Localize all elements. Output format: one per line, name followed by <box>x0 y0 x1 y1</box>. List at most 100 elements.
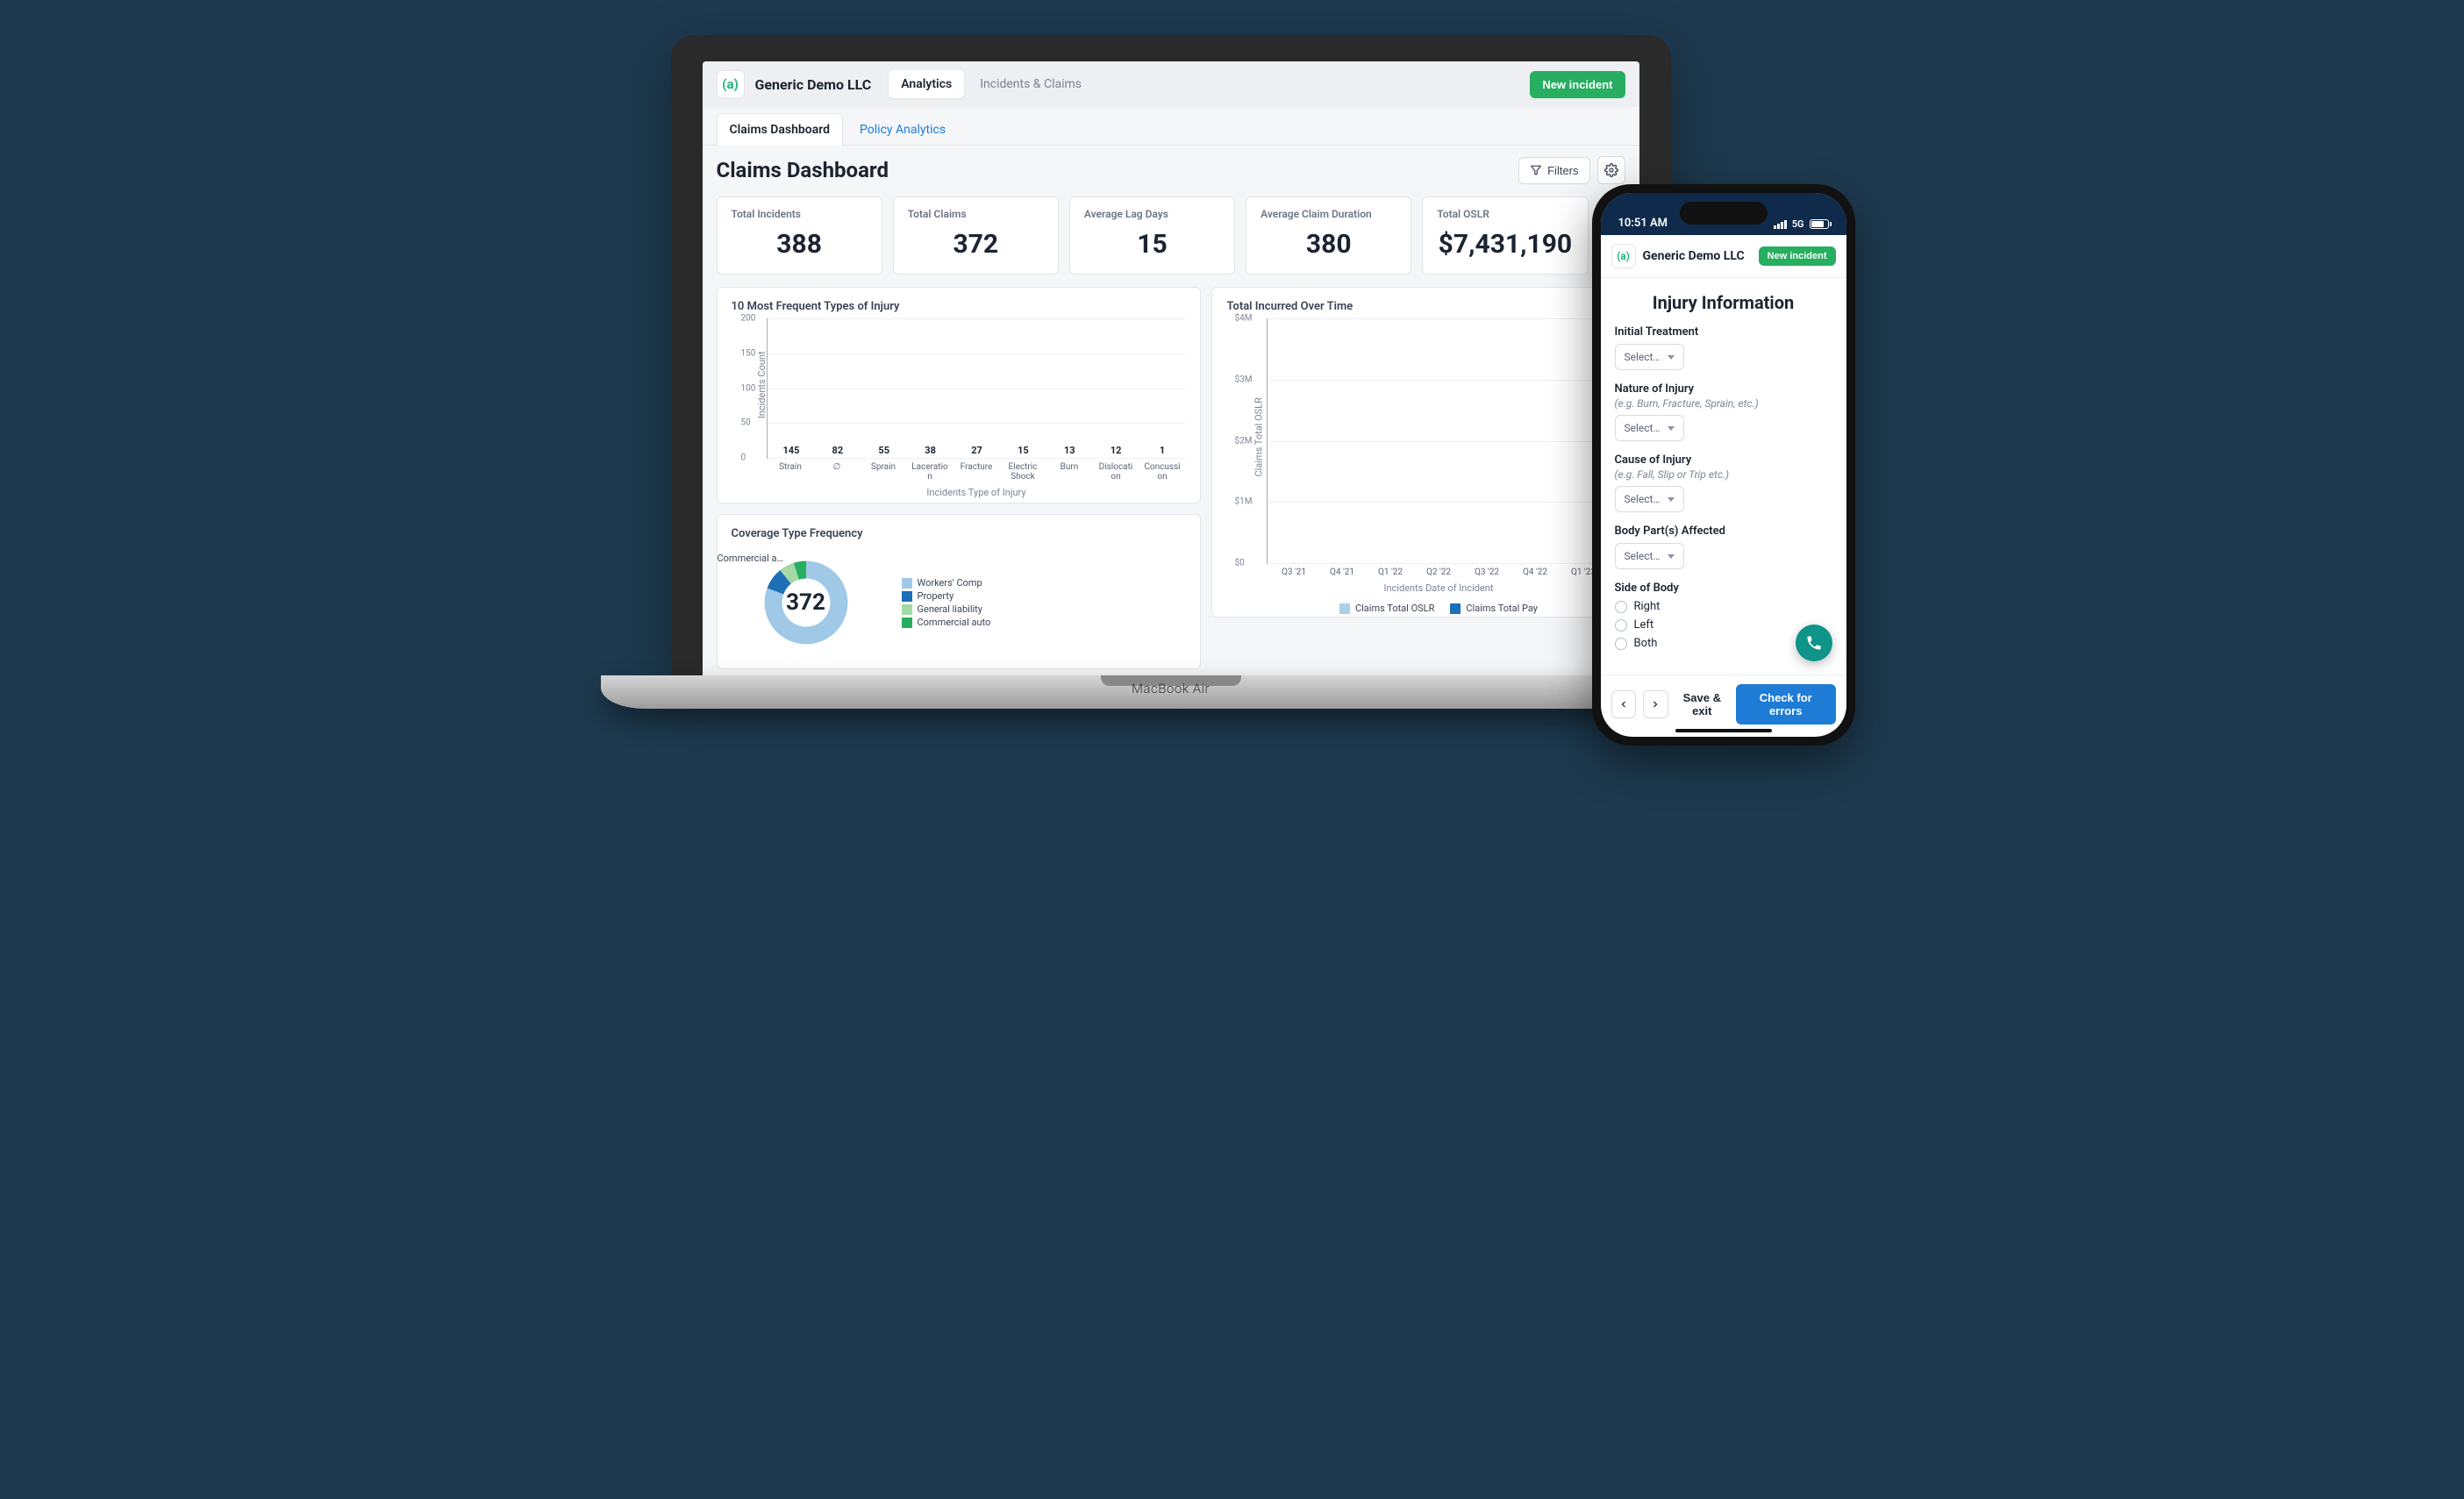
laptop-brand-label: MacBook Air <box>601 681 1741 696</box>
tab-incidents-claims[interactable]: Incidents & Claims <box>968 70 1094 98</box>
coverage-callout: Commercial a… <box>718 553 783 564</box>
y-tick: 100 <box>741 383 756 393</box>
x-label: Strain <box>772 462 810 482</box>
field-label: Body Part(s) Affected <box>1615 525 1832 538</box>
bar-value: 38 <box>925 445 936 456</box>
incurred-chart-title: Total Incurred Over Time <box>1226 300 1610 313</box>
x-label: Sprain <box>865 462 903 482</box>
coverage-chart-title: Coverage Type Frequency <box>732 527 1187 540</box>
radio-option[interactable]: Left <box>1615 618 1832 632</box>
legend-item: General liability <box>902 603 991 615</box>
app-logo: (a) <box>717 70 745 98</box>
legend-item: Commercial auto <box>902 617 991 628</box>
app-topbar: (a) Generic Demo LLC Analytics Incidents… <box>703 61 1639 107</box>
side-of-body-label: Side of Body <box>1615 582 1832 595</box>
legend-swatch <box>902 617 912 628</box>
call-fab[interactable] <box>1796 625 1832 661</box>
new-incident-button[interactable]: New incident <box>1530 71 1625 98</box>
check-errors-button[interactable]: Check for errors <box>1736 684 1836 725</box>
kpi-value: 388 <box>732 229 868 260</box>
subtab-claims-dashboard[interactable]: Claims Dashboard <box>717 113 844 146</box>
kpi-label: Average Claim Duration <box>1261 208 1396 220</box>
injury-y-axis-label: Incidents Count <box>755 351 767 418</box>
select-input[interactable]: Select… <box>1615 415 1684 441</box>
app-logo: (a) <box>1611 244 1636 268</box>
bar-value: 145 <box>782 445 799 456</box>
form-field: Nature of Injury(e.g. Burn, Fracture, Sp… <box>1615 382 1832 441</box>
chevron-down-icon <box>1668 497 1675 502</box>
radio-label: Right <box>1634 600 1661 613</box>
tab-analytics[interactable]: Analytics <box>889 70 964 98</box>
select-input[interactable]: Select… <box>1615 344 1684 370</box>
field-label: Cause of Injury <box>1615 453 1832 467</box>
legend-label: Commercial auto <box>918 617 991 628</box>
bar-value: 15 <box>1018 445 1029 456</box>
home-indicator <box>1675 729 1772 732</box>
settings-button[interactable] <box>1597 156 1625 184</box>
bar-value: 13 <box>1064 445 1075 456</box>
kpi-row: Total Incidents388Total Claims372Average… <box>717 196 1625 275</box>
org-name: Generic Demo LLC <box>755 76 872 93</box>
legend-label: General liability <box>918 603 982 615</box>
next-button[interactable] <box>1643 690 1668 718</box>
bar-col: 145 <box>773 445 811 458</box>
x-label: Fracture <box>958 462 996 482</box>
bar-col: 27 <box>958 445 996 458</box>
gear-icon <box>1604 163 1618 177</box>
phone-icon <box>1805 634 1823 652</box>
form-field: Cause of Injury(e.g. Fall, Slip or Trip … <box>1615 453 1832 512</box>
injury-bar-chart: Incidents Count 145825538271513121 05010… <box>732 318 1187 494</box>
bar-value: 27 <box>971 445 982 456</box>
bar-col: 55 <box>865 445 903 458</box>
bar-col: 38 <box>911 445 949 458</box>
legend-swatch <box>902 578 912 589</box>
injury-chart-title: 10 Most Frequent Types of Injury <box>732 300 1187 313</box>
bar-value: 1 <box>1160 445 1165 456</box>
subtab-policy-analytics[interactable]: Policy Analytics <box>846 113 959 146</box>
legend-label: Claims Total OSLR <box>1355 603 1434 614</box>
secondary-tabs: Claims Dashboard Policy Analytics <box>703 112 1639 146</box>
kpi-card: Average Claim Duration380 <box>1246 196 1411 275</box>
select-placeholder: Select… <box>1625 351 1661 363</box>
org-name: Generic Demo LLC <box>1643 249 1752 263</box>
kpi-card: Total Incidents388 <box>717 196 882 275</box>
legend-label: Claims Total Pay <box>1466 603 1538 614</box>
save-exit-button[interactable]: Save & exit <box>1675 691 1729 717</box>
kpi-card: Average Lag Days15 <box>1069 196 1235 275</box>
radio-option[interactable]: Right <box>1615 600 1832 613</box>
x-label: Q3 '21 <box>1275 567 1311 577</box>
legend-item: Claims Total OSLR <box>1339 603 1434 614</box>
injury-x-axis-label: Incidents Type of Injury <box>767 487 1187 498</box>
legend-swatch <box>1450 603 1461 614</box>
incurred-stacked-chart: Claims Total OSLR $0$1M$2M$3M$4M Q3 '21Q… <box>1226 318 1610 608</box>
form-field: Body Part(s) Affected Select… <box>1615 525 1832 569</box>
bar-value: 12 <box>1111 445 1122 456</box>
radio-label: Left <box>1634 618 1654 632</box>
chevron-right-icon <box>1650 699 1661 710</box>
select-input[interactable]: Select… <box>1615 486 1684 512</box>
phone-form: Injury Information Initial TreatmentSele… <box>1601 278 1846 675</box>
incurred-x-axis-label: Incidents Date of Incident <box>1267 582 1610 594</box>
bar-col: 82 <box>818 445 856 458</box>
prev-button[interactable] <box>1611 690 1637 718</box>
form-field: Initial TreatmentSelect… <box>1615 325 1832 370</box>
kpi-value: 372 <box>908 229 1044 260</box>
y-tick: 200 <box>741 314 756 324</box>
select-input[interactable]: Select… <box>1615 543 1684 569</box>
y-tick: $2M <box>1234 436 1252 446</box>
x-label: Q2 '22 <box>1420 567 1456 577</box>
filters-button[interactable]: Filters <box>1518 157 1589 184</box>
y-tick: $4M <box>1234 314 1252 324</box>
kpi-card: Total OSLR$7,431,190 <box>1422 196 1588 275</box>
status-network: 5G <box>1792 218 1804 230</box>
phone-screen: 10:51 AM 5G (a) Generic Demo LLC New inc… <box>1601 193 1846 737</box>
chevron-down-icon <box>1668 554 1675 559</box>
kpi-value: $7,431,190 <box>1437 229 1573 260</box>
phone-page-title: Injury Information <box>1615 292 1832 313</box>
status-time: 10:51 AM <box>1618 217 1668 230</box>
new-incident-button[interactable]: New incident <box>1759 246 1836 266</box>
phone-notch <box>1680 202 1768 225</box>
x-label: Electric Shock <box>1004 462 1042 482</box>
kpi-card: Total Claims372 <box>893 196 1059 275</box>
page-title: Claims Dashboard <box>717 158 889 182</box>
